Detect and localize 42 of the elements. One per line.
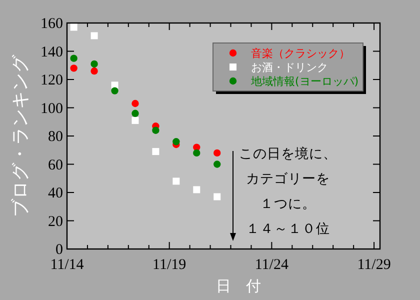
y-tick-label: 160: [40, 16, 63, 32]
y-tick-label: 140: [40, 44, 63, 60]
x-tick-label: 11/29: [357, 257, 391, 273]
point: [70, 64, 78, 72]
y-tick-label: 120: [40, 72, 63, 88]
y-tick-label: 0: [56, 242, 63, 258]
point: [214, 149, 221, 157]
legend-label: 地域情報(ヨーロッパ): [250, 75, 359, 88]
annotation: カテゴリーを: [246, 171, 330, 187]
point: [172, 178, 180, 185]
point: [214, 160, 221, 168]
point: [214, 193, 221, 200]
y-tick-label: 100: [40, 100, 63, 117]
point: [70, 24, 78, 31]
point: [193, 149, 200, 157]
y-tick-label: 80: [48, 129, 63, 145]
point: [172, 138, 180, 146]
y-axis-title: ブログ・ランキング: [10, 54, 31, 217]
legend-label: お酒・ドリンク: [251, 61, 328, 74]
point: [132, 100, 139, 108]
point: [70, 54, 78, 62]
x-tick-label: 11/19: [152, 257, 186, 273]
annotation: １４～１０位: [246, 221, 330, 237]
point: [132, 116, 139, 124]
y-tick-label: 20: [48, 214, 63, 230]
x-tick-label: 11/24: [254, 257, 289, 273]
x-tick-label: 11/14: [50, 257, 84, 273]
annotation: １つに。: [260, 196, 316, 212]
point: [111, 82, 118, 89]
x-axis-title: 日 付: [216, 277, 261, 295]
point: [111, 87, 118, 94]
point: [193, 186, 200, 194]
point: [152, 126, 160, 134]
point: [132, 110, 139, 117]
annotation: この日を境に、: [239, 146, 337, 162]
y-tick-label: 60: [48, 157, 63, 174]
point: [152, 148, 160, 156]
point: [90, 60, 98, 68]
legend-label: 音楽（クラシック）: [251, 47, 350, 60]
point: [90, 32, 98, 40]
y-tick-label: 40: [48, 186, 63, 202]
point: [90, 67, 98, 75]
